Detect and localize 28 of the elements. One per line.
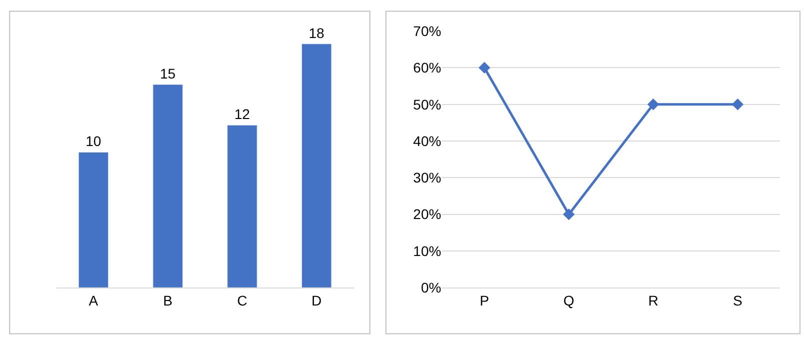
y-tick-label: 50% bbox=[413, 96, 442, 112]
point bbox=[732, 98, 744, 110]
point bbox=[562, 208, 575, 220]
y-tick-label: 30% bbox=[413, 170, 442, 186]
x-tick-label: Q bbox=[563, 292, 574, 308]
x-tick-label: P bbox=[480, 292, 490, 308]
x-tick-label: B bbox=[163, 292, 173, 308]
point bbox=[647, 98, 660, 110]
y-tick-label: 60% bbox=[413, 60, 442, 76]
y-tick-label: 0% bbox=[420, 280, 442, 296]
data-label: 10 bbox=[86, 133, 102, 150]
data-label: 18 bbox=[308, 24, 324, 41]
data-label: 15 bbox=[160, 65, 176, 82]
y-tick-label: 70% bbox=[413, 22, 442, 39]
y-tick-label: 10% bbox=[413, 242, 442, 259]
x-tick-label: D bbox=[312, 292, 322, 308]
point bbox=[478, 62, 490, 74]
bar bbox=[152, 84, 183, 288]
bar bbox=[227, 124, 258, 288]
y-tick-label: 40% bbox=[413, 132, 442, 149]
bar bbox=[301, 44, 332, 288]
x-tick-label: A bbox=[88, 292, 99, 308]
bar bbox=[78, 152, 109, 288]
data-label: 12 bbox=[234, 106, 250, 122]
y-tick-label: 20% bbox=[413, 206, 442, 222]
x-tick-label: C bbox=[237, 292, 248, 308]
x-tick-label: R bbox=[648, 292, 658, 308]
x-tick-label: S bbox=[733, 292, 742, 308]
